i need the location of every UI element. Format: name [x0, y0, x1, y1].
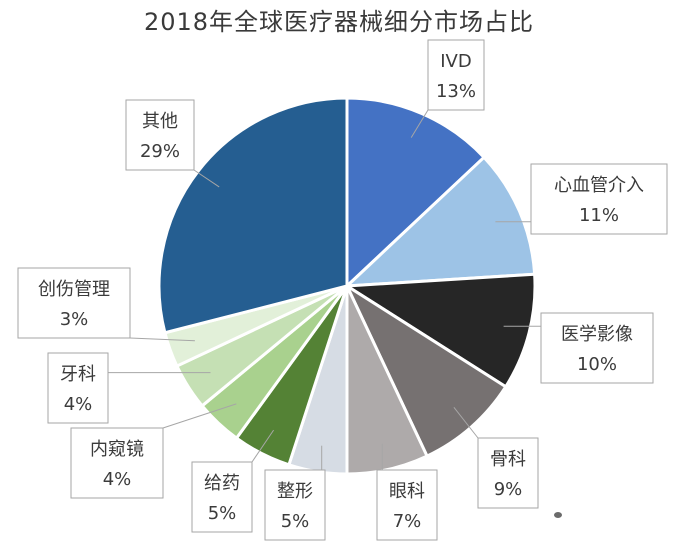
callout-box [125, 99, 195, 171]
leader-line [162, 403, 237, 429]
slice-label: IVD [440, 51, 471, 72]
callout-box [17, 267, 131, 339]
callout-box [427, 39, 485, 111]
slice-value-label: 5% [281, 511, 310, 532]
slice-label: 眼科 [389, 481, 425, 502]
slice-label: 牙科 [60, 364, 96, 385]
slice-value-label: 4% [64, 394, 93, 415]
slice-4 [343, 281, 508, 459]
callout-box [70, 427, 164, 499]
slice-label: 其他 [142, 111, 178, 132]
slice-1 [345, 96, 487, 290]
slice-label: 内窥镜 [90, 439, 144, 460]
slice-11 [157, 96, 349, 335]
callout-box [47, 352, 109, 424]
leader-line [410, 109, 429, 138]
watermark-text: 中财龙马资本 [574, 508, 658, 524]
slice-2 [342, 155, 537, 288]
callout-box [477, 437, 539, 509]
watermark: 中财龙马资本 [548, 505, 658, 525]
slice-label: 整形 [277, 481, 313, 502]
callout-box [540, 312, 654, 384]
leader-line [193, 169, 220, 188]
pie-slices [157, 96, 537, 476]
slice-label: 创伤管理 [38, 279, 110, 300]
callout-box [191, 461, 253, 533]
slice-value-label: 13% [436, 81, 476, 102]
slice-value-label: 9% [494, 479, 523, 500]
leader-line [251, 429, 275, 463]
callout-box [530, 163, 668, 235]
slice-value-label: 4% [103, 469, 132, 490]
slice-3 [342, 272, 537, 389]
slice-value-label: 5% [208, 503, 237, 524]
slice-value-label: 10% [577, 354, 617, 375]
slice-value-label: 7% [393, 511, 422, 532]
leader-line [453, 406, 479, 439]
callout-box [376, 469, 438, 541]
slice-label: 心血管介入 [554, 175, 644, 196]
wechat-icon [548, 507, 568, 523]
slice-value-label: 3% [60, 309, 89, 330]
slice-value-label: 29% [140, 141, 180, 162]
slice-label: 给药 [204, 473, 240, 494]
callout-box [264, 469, 326, 541]
leader-line [129, 337, 195, 342]
data-callouts: IVD 13% 心血管介入 11% 医学影像 10% 骨科 9% 眼科 7% 整形 5% 给药 5% 内窥镜… [17, 39, 668, 541]
slice-label: 骨科 [490, 449, 526, 470]
slice-value-label: 11% [579, 205, 619, 226]
chart-title: 2018年全球医疗器械细分市场占比 [143, 8, 535, 36]
slice-label: 医学影像 [561, 324, 633, 345]
